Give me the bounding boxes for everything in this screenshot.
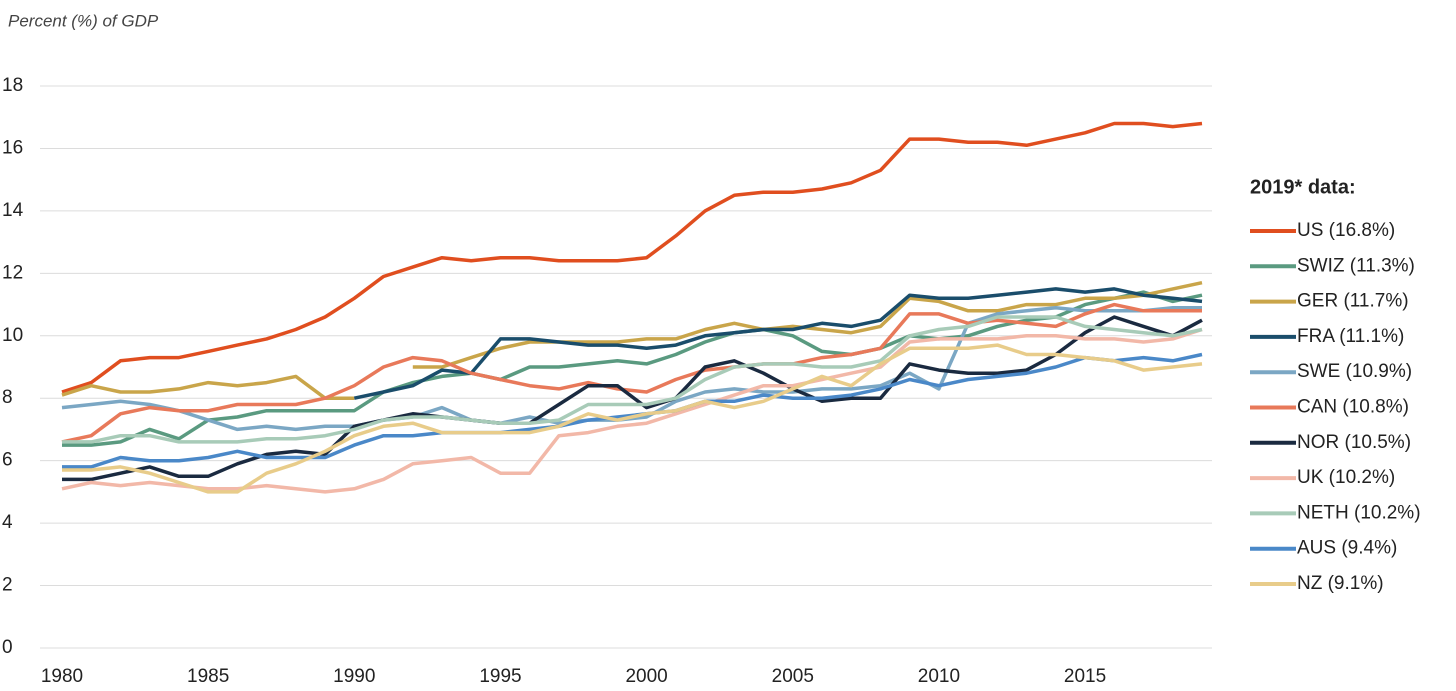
series-line — [61, 327, 1203, 494]
series-line — [62, 315, 1203, 482]
y-tick-label: 10 — [2, 325, 23, 346]
legend-label: SWIZ (11.3%) — [1297, 255, 1415, 276]
legend-title: 2019* data: — [1250, 176, 1356, 198]
x-tick-label: 1990 — [333, 666, 375, 687]
y-tick-label: 2 — [2, 575, 13, 596]
y-tick-label: 4 — [2, 512, 13, 533]
series-line — [61, 280, 1203, 400]
x-tick-label: 2015 — [1064, 666, 1106, 687]
x-tick-label: 2000 — [625, 666, 667, 687]
y-tick-label: 0 — [2, 637, 13, 658]
x-tick-label: 1985 — [187, 666, 229, 687]
legend-label: AUS (9.4%) — [1297, 538, 1397, 559]
legend-label: FRA (11.1%) — [1297, 326, 1404, 347]
series-line — [62, 343, 1203, 494]
legend-label: US (16.8%) — [1297, 220, 1395, 241]
x-tick-label: 2005 — [772, 666, 814, 687]
x-tick-label: 2010 — [918, 666, 960, 687]
legend-label: NOR (10.5%) — [1297, 432, 1411, 453]
y-tick-label: 6 — [2, 450, 13, 471]
legend-label: NETH (10.2%) — [1297, 502, 1421, 523]
legend-label: CAN (10.8%) — [1297, 397, 1409, 418]
series-line — [353, 287, 1203, 400]
legend-label: SWE (10.9%) — [1297, 361, 1412, 382]
subtitle: Percent (%) of GDP — [8, 11, 159, 30]
series-line — [61, 302, 1202, 444]
y-tick-label: 18 — [2, 75, 23, 96]
legend-label: GER (11.7%) — [1297, 291, 1409, 312]
legend-label: NZ (9.1%) — [1297, 573, 1384, 594]
y-tick-label: 8 — [2, 387, 13, 408]
series-line — [62, 315, 1203, 444]
series-line — [62, 352, 1203, 469]
y-tick-label: 16 — [2, 137, 23, 158]
legend-label: UK (10.2%) — [1297, 467, 1395, 488]
series-line — [61, 121, 1203, 394]
y-tick-label: 12 — [2, 262, 23, 283]
x-tick-label: 1995 — [479, 666, 521, 687]
x-tick-label: 1980 — [41, 666, 83, 687]
y-tick-label: 14 — [2, 200, 24, 221]
